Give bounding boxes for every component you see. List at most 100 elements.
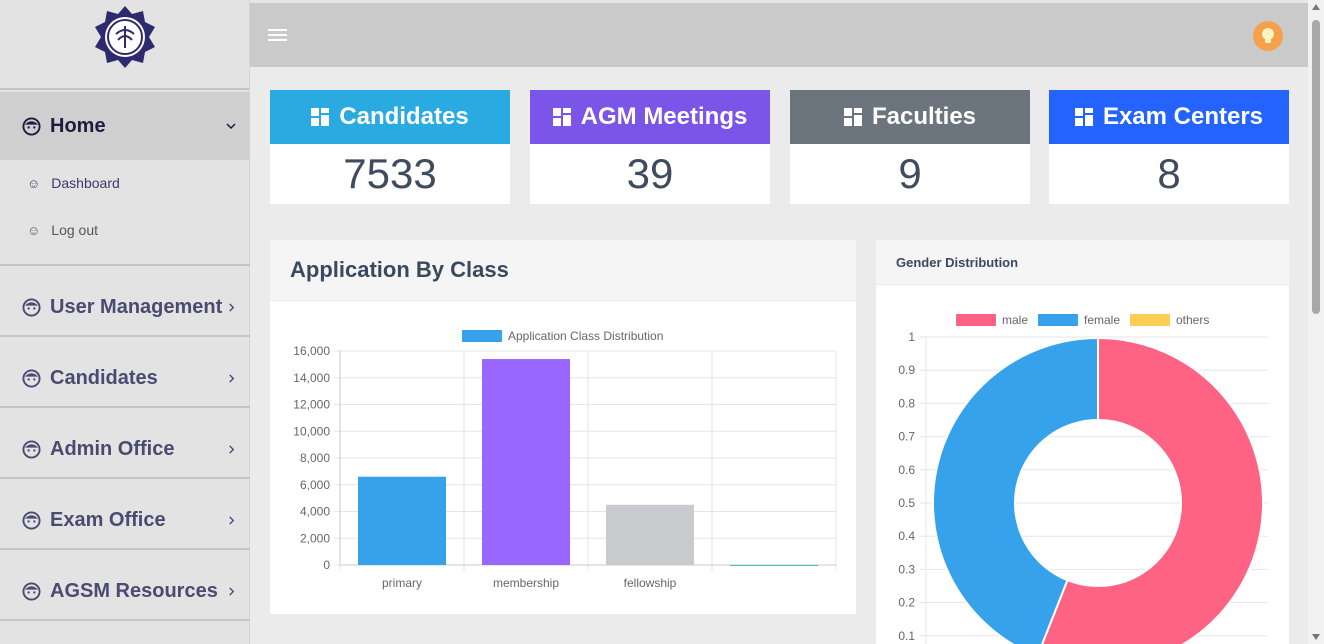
stat-card-title: Faculties bbox=[871, 103, 977, 130]
topbar bbox=[250, 0, 1308, 67]
grid-icon bbox=[843, 108, 862, 126]
sidebar-divider bbox=[0, 477, 250, 479]
face-icon bbox=[22, 116, 41, 136]
stat-card-header: AGM Meetings bbox=[530, 90, 770, 144]
legend-label: female bbox=[1084, 313, 1120, 327]
chevron-right-icon bbox=[229, 302, 235, 312]
scroll-thumb[interactable] bbox=[1312, 20, 1320, 314]
stat-card-title: Exam Centers bbox=[1102, 103, 1264, 130]
stat-card-candidates[interactable]: Candidates 7533 bbox=[270, 90, 510, 204]
y-tick-label: 10,000 bbox=[293, 424, 330, 438]
stat-card-header: Faculties bbox=[790, 90, 1030, 144]
grid-icon bbox=[311, 108, 330, 126]
stat-card-value: 9 bbox=[898, 150, 922, 197]
panel-title: Application By Class bbox=[270, 240, 856, 301]
stat-card-title: AGM Meetings bbox=[580, 103, 748, 130]
sidebar-item-label: User Management bbox=[50, 295, 223, 318]
legend-label: others bbox=[1176, 313, 1209, 327]
stat-card-faculties[interactable]: Faculties 9 bbox=[790, 90, 1030, 204]
y-tick-label: 1 bbox=[908, 330, 915, 344]
legend-swatch bbox=[1038, 314, 1078, 326]
panel-title: Gender Distribution bbox=[876, 240, 1289, 285]
stat-card-value: 7533 bbox=[343, 150, 437, 197]
institution-logo bbox=[94, 6, 155, 68]
stat-card-header: Exam Centers bbox=[1049, 90, 1289, 144]
donut-slice bbox=[1041, 336, 1264, 644]
face-icon bbox=[22, 439, 41, 459]
logo-area bbox=[0, 0, 249, 90]
sidebar-divider bbox=[0, 406, 250, 408]
sidebar-item-agsm-resources[interactable]: AGSM Resources bbox=[0, 574, 250, 608]
stat-card-header: Candidates bbox=[270, 90, 510, 144]
chevron-right-icon bbox=[229, 515, 235, 525]
legend-swatch bbox=[1130, 314, 1170, 326]
face-icon bbox=[22, 581, 41, 601]
bar bbox=[481, 359, 571, 565]
sidebar-item-admin-office[interactable]: Admin Office bbox=[0, 432, 250, 466]
page-scrollbar[interactable] bbox=[1308, 0, 1324, 644]
smile-icon: ☺ bbox=[27, 175, 41, 191]
sidebar-divider bbox=[0, 335, 250, 337]
hamburger-icon[interactable] bbox=[268, 29, 287, 43]
grid-icon bbox=[552, 108, 571, 126]
y-tick-label: 0 bbox=[323, 558, 330, 572]
y-tick-label: 0.7 bbox=[898, 430, 915, 444]
y-tick-label: 0.6 bbox=[898, 463, 915, 477]
y-tick-label: 0.5 bbox=[898, 496, 915, 510]
sidebar-item-home[interactable]: Home bbox=[0, 92, 250, 160]
application-panel: Application By Class Application Class D… bbox=[270, 240, 856, 614]
sidebar-divider bbox=[0, 548, 250, 550]
scroll-up-arrow[interactable] bbox=[1312, 4, 1320, 10]
face-icon bbox=[22, 510, 41, 530]
sidebar-divider bbox=[0, 264, 250, 266]
y-tick-label: 6,000 bbox=[300, 478, 330, 492]
sidebar-item-label: Exam Office bbox=[50, 508, 166, 531]
y-tick-label: 0.9 bbox=[898, 363, 915, 377]
sidebar-item-candidates[interactable]: Candidates bbox=[0, 361, 250, 395]
sidebar-subitem-label: Log out bbox=[51, 222, 98, 238]
legend-swatch bbox=[462, 330, 502, 342]
y-tick-label: 16,000 bbox=[293, 344, 330, 358]
x-tick-label: primary bbox=[382, 576, 422, 590]
stat-card-value: 8 bbox=[1157, 150, 1181, 197]
y-tick-label: 0.3 bbox=[898, 562, 915, 576]
sidebar-item-label: Candidates bbox=[50, 366, 158, 389]
y-tick-label: 0.8 bbox=[898, 396, 915, 410]
sidebar-item-label: Home bbox=[50, 114, 106, 137]
y-tick-label: 2,000 bbox=[300, 531, 330, 545]
chevron-right-icon bbox=[229, 444, 235, 454]
gender-donut-chart: male female others 1 0.9 0.8 0.7 0.6 0.5 0.4 0.3 0.… bbox=[898, 313, 1268, 644]
y-tick-label: 0.1 bbox=[898, 629, 915, 643]
legend-label: Application Class Distribution bbox=[508, 329, 663, 343]
scroll-down-arrow[interactable] bbox=[1312, 634, 1320, 640]
stat-card-value: 39 bbox=[626, 150, 674, 197]
sidebar-subitem-logout[interactable]: ☺ Log out bbox=[0, 219, 250, 241]
sidebar-item-exam-office[interactable]: Exam Office bbox=[0, 503, 250, 537]
stat-card-title: Candidates bbox=[339, 103, 469, 130]
bar bbox=[605, 504, 695, 565]
bar bbox=[357, 476, 447, 565]
legend-label: male bbox=[1002, 313, 1028, 327]
stat-card-agm-meetings[interactable]: AGM Meetings 39 bbox=[530, 90, 770, 204]
y-tick-label: 12,000 bbox=[293, 398, 330, 412]
sidebar-item-user-management[interactable]: User Management bbox=[0, 290, 250, 324]
x-tick-label: fellowship bbox=[624, 576, 677, 590]
sidebar-subitem-dashboard[interactable]: ☺ Dashboard bbox=[0, 172, 250, 194]
x-tick-label: membership bbox=[493, 576, 559, 590]
chevron-down-icon bbox=[226, 123, 236, 130]
user-avatar[interactable] bbox=[1253, 21, 1283, 51]
y-tick-label: 0.2 bbox=[898, 596, 915, 610]
y-tick-label: 4,000 bbox=[300, 505, 330, 519]
y-tick-label: 8,000 bbox=[300, 451, 330, 465]
face-icon bbox=[22, 368, 41, 388]
sidebar-divider bbox=[0, 619, 250, 621]
chevron-right-icon bbox=[229, 373, 235, 383]
gender-panel: Gender Distribution male female others 1 0.9… bbox=[876, 240, 1289, 644]
donut-slice bbox=[932, 336, 1099, 644]
chevron-right-icon bbox=[229, 586, 235, 596]
sidebar-subitem-label: Dashboard bbox=[51, 175, 120, 191]
stat-card-exam-centers[interactable]: Exam Centers 8 bbox=[1049, 90, 1289, 204]
legend-swatch bbox=[956, 314, 996, 326]
grid-icon bbox=[1074, 108, 1093, 126]
sidebar-item-label: AGSM Resources bbox=[50, 579, 218, 602]
